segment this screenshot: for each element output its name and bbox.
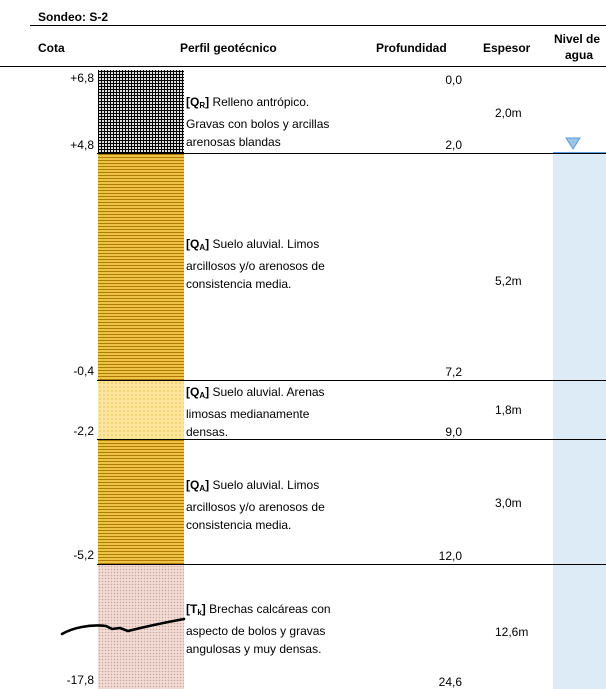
- layer-text-line: arenosas blandas: [186, 135, 281, 149]
- depth-value: 24,6: [438, 675, 462, 689]
- water-column: [553, 153, 606, 689]
- layer-text-line: Suelo aluvial. Limos: [212, 478, 320, 492]
- layer-code: T: [190, 602, 198, 616]
- layer-text-line: densas.: [186, 425, 229, 439]
- layer-code: Q: [190, 237, 200, 251]
- cota-value: -0,4: [73, 364, 94, 378]
- boundary-line-1: [97, 153, 606, 154]
- layer-code: Q: [190, 95, 200, 109]
- thickness-value: 5,2m: [495, 274, 522, 288]
- layer-text-line: limosas medianamente: [186, 407, 310, 421]
- layer-3-pattern: [98, 381, 184, 439]
- header-underline: [0, 66, 606, 67]
- depth-value: 7,2: [445, 365, 462, 379]
- depth-value: 2,0: [445, 138, 462, 152]
- layer-2-pattern: [98, 154, 184, 380]
- layer-5-pattern: [98, 565, 184, 689]
- layer-code-sub: A: [199, 484, 206, 493]
- layer-code-sub: A: [199, 391, 206, 400]
- layer-description: [QA] Suelo aluvial. Limos arcillosos y/o…: [186, 237, 325, 291]
- header-cota: Cota: [38, 41, 65, 55]
- thickness-value: 2,0m: [495, 106, 522, 120]
- cota-value: +6,8: [70, 71, 94, 85]
- boundary-line-4: [97, 564, 606, 565]
- layer-text-line: consistencia media.: [186, 277, 292, 291]
- layer-text-line: arcillosos y/o arenosos de: [186, 500, 325, 514]
- layer-code-sub: k: [197, 608, 202, 617]
- rock-contact-symbol-icon: [60, 617, 186, 636]
- water-level-triangle-icon: [565, 137, 581, 150]
- layer-code: Q: [190, 385, 200, 399]
- depth-value: 9,0: [445, 425, 462, 439]
- layer-text-line: Suelo aluvial. Limos: [212, 237, 320, 251]
- layer-text-line: Gravas con bolos y arcillas: [186, 117, 330, 131]
- title-underline: [30, 25, 606, 26]
- header-nivel-line1: Nivel de: [554, 32, 601, 46]
- layer-text-line: aspecto de bolos y gravas: [186, 624, 326, 638]
- layer-code-sub: A: [199, 243, 206, 252]
- depth-value: 12,0: [438, 549, 462, 563]
- layer-description: [QA] Suelo aluvial. Limos arcillosos y/o…: [186, 478, 325, 532]
- cota-value: -2,2: [73, 424, 94, 438]
- header-profundidad: Profundidad: [376, 41, 447, 55]
- cota-value: +4,8: [70, 138, 94, 152]
- sondeo-title: Sondeo: S-2: [38, 10, 109, 24]
- thickness-value: 12,6m: [495, 625, 529, 639]
- layer-code-sub: R: [199, 101, 206, 110]
- layer-description: [Tk] Brechas calcáreas con aspecto de bo…: [186, 602, 331, 656]
- layer-code: Q: [190, 478, 200, 492]
- boundary-line-2: [97, 380, 606, 381]
- depth-value: 0,0: [445, 73, 462, 87]
- thickness-value: 3,0m: [495, 496, 522, 510]
- boundary-line-3: [97, 439, 606, 440]
- layer-text-line: Relleno antrópico.: [212, 95, 310, 109]
- layer-description: [QR] Relleno antrópico. Gravas con bolos…: [186, 95, 330, 149]
- cota-value: -17,8: [66, 673, 94, 687]
- header-nivel-line2: agua: [565, 48, 594, 62]
- layer-description: [QA] Suelo aluvial. Arenas limosas media…: [186, 385, 325, 439]
- layer-text-line: angulosas y muy densas.: [186, 642, 322, 656]
- layer-4-pattern: [98, 440, 184, 564]
- layer-text-line: consistencia media.: [186, 518, 292, 532]
- cota-value: -5,2: [73, 548, 94, 562]
- layer-text-line: Suelo aluvial. Arenas: [212, 385, 325, 399]
- header-espesor: Espesor: [483, 41, 531, 55]
- layer-text-line: Brechas calcáreas con: [209, 602, 331, 616]
- header-perfil: Perfil geotécnico: [180, 41, 277, 55]
- thickness-value: 1,8m: [495, 403, 522, 417]
- layer-text-line: arcillosos y/o arenosos de: [186, 259, 325, 273]
- layer-1-pattern: [98, 70, 184, 153]
